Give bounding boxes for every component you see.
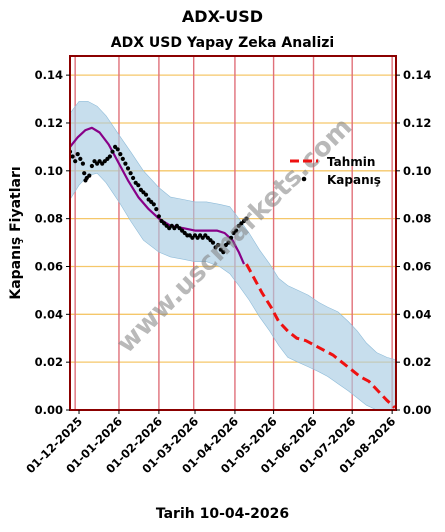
y-tick-label-right: 0.10 (403, 164, 431, 178)
y-tick-label-left: 0.02 (35, 355, 63, 369)
closing-point (87, 173, 92, 178)
closing-point (154, 207, 159, 212)
plot-area (70, 101, 396, 410)
closing-point (156, 214, 161, 219)
closing-point (234, 228, 239, 233)
closing-point (244, 216, 249, 221)
y-tick-label-right: 0.04 (403, 307, 431, 321)
closing-point (216, 242, 221, 248)
closing-point (73, 159, 78, 164)
closing-point (210, 240, 216, 245)
closing-point (82, 171, 87, 176)
closing-point (143, 192, 149, 197)
closing-point (75, 152, 80, 157)
y-tick-label-right: 0.14 (403, 68, 431, 82)
closing-point (221, 250, 226, 255)
closing-point (89, 163, 94, 169)
y-tick-label-right: 0.12 (403, 116, 431, 130)
y-tick-label-right: 0.02 (403, 355, 431, 369)
closing-point (115, 147, 120, 152)
closing-point (110, 149, 115, 154)
y-tick-label-left: 0.10 (35, 164, 63, 178)
closing-point (229, 235, 234, 240)
closing-point (226, 240, 231, 245)
y-tick-label-left: 0.14 (35, 68, 63, 82)
closing-point (118, 152, 123, 157)
y-tick-label-left: 0.12 (35, 116, 63, 130)
y-tick-label-right: 0.06 (403, 259, 431, 273)
confidence-band (70, 101, 396, 410)
closing-point (80, 161, 85, 166)
legend-closing-swatch (301, 176, 307, 182)
y-tick-label-right: 0.08 (403, 212, 431, 226)
closing-point (123, 161, 128, 166)
closing-point (151, 202, 156, 207)
closing-point (128, 171, 133, 176)
fitted-trend-line (70, 126, 246, 265)
figure-title: ADX-USD (181, 7, 264, 26)
closing-point (131, 175, 136, 181)
closing-point (78, 156, 83, 161)
closing-point (125, 166, 131, 171)
closing-point (107, 154, 112, 159)
y-tick-label-left: 0.04 (35, 307, 63, 321)
legend-label-forecast: Tahmin (327, 155, 375, 169)
y-tick-label-left: 0.06 (35, 259, 63, 273)
plot-frame (69, 55, 397, 411)
closing-point (120, 156, 125, 161)
legend: Tahmin Kapanış (290, 155, 381, 187)
forecast-line (245, 263, 396, 409)
chart-title: ADX USD Yapay Zeka Analizi (110, 35, 335, 51)
y-tick-label-left: 0.08 (35, 212, 63, 226)
y-axis-label: Kapanış Fiyatları (8, 166, 24, 299)
y-tick-label-right: 0.00 (403, 403, 431, 417)
footer-date: Tarih 10-04-2026 (155, 506, 290, 522)
closing-point (70, 154, 75, 159)
legend-label-closing: Kapanış (327, 173, 381, 187)
closing-point (136, 183, 141, 188)
y-tick-label-left: 0.00 (35, 403, 63, 417)
